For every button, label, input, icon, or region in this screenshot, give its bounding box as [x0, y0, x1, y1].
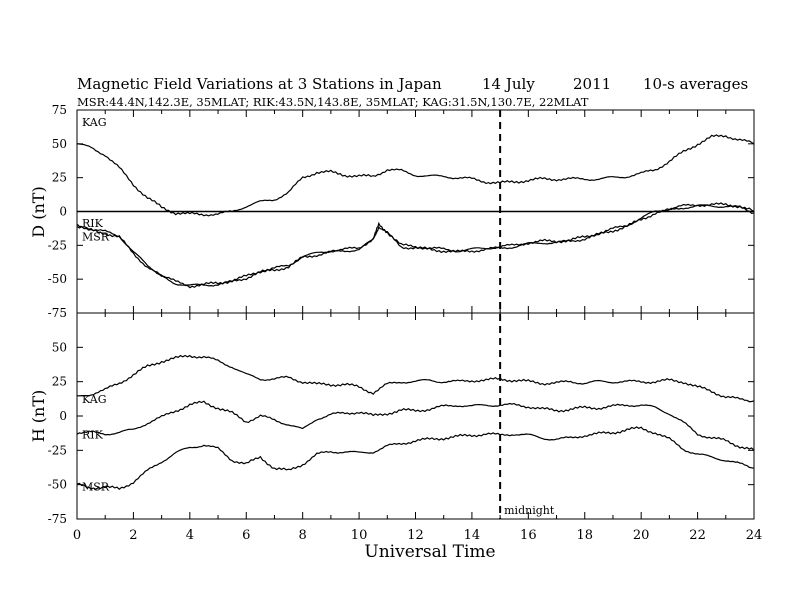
x-tick-label: 0 — [73, 528, 81, 543]
d-ytick-label: -25 — [48, 238, 67, 252]
x-axis-label: Universal Time — [364, 542, 495, 562]
x-tick-label: 10 — [351, 528, 368, 543]
x-tick-label: 4 — [186, 528, 194, 543]
x-tick-label: 6 — [242, 528, 250, 543]
d-ytick-label: -75 — [48, 306, 67, 320]
x-tick-label: 12 — [407, 528, 424, 543]
chart-date: 14 July — [482, 75, 535, 93]
stations-info: MSR:44.4N,142.3E, 35MLAT; RIK:43.5N,143.… — [77, 95, 589, 109]
chart-year: 2011 — [573, 75, 611, 93]
h-ytick-label: -75 — [48, 512, 67, 526]
h-ytick-label: -50 — [48, 478, 67, 492]
h-series-rik — [76, 400, 755, 451]
x-tick-label: 20 — [633, 528, 650, 543]
h-ytick-label: -25 — [48, 443, 67, 457]
h-ytick-label: 50 — [52, 340, 67, 354]
d-label-msr: MSR — [82, 230, 110, 243]
d-series-kag — [76, 134, 755, 217]
h-panel-frame — [76, 312, 755, 520]
x-tick-label: 14 — [464, 528, 481, 543]
h-axis-label: H (nT) — [29, 390, 48, 443]
h-ytick-label: 25 — [52, 375, 67, 389]
d-ytick-label: 50 — [52, 137, 67, 151]
x-tick-label: 24 — [746, 528, 763, 543]
x-tick-label: 2 — [129, 528, 137, 543]
h-ytick-label: 0 — [59, 409, 67, 423]
d-ytick-label: 75 — [52, 103, 67, 117]
d-series-msr — [76, 204, 755, 287]
d-ytick-label: 25 — [52, 171, 67, 185]
x-tick-label: 16 — [520, 528, 537, 543]
midnight-label: midnight — [504, 504, 555, 517]
h-label-rik: RIK — [82, 428, 104, 441]
d-ytick-label: -50 — [48, 272, 67, 286]
h-label-kag: KAG — [82, 393, 107, 406]
chart-title: Magnetic Field Variations at 3 Stations … — [77, 75, 442, 93]
d-axis-label: D (nT) — [29, 186, 48, 237]
h-series-msr — [76, 426, 755, 491]
chart-averaging: 10-s averages — [643, 75, 748, 93]
x-tick-label: 8 — [299, 528, 307, 543]
x-tick-label: 18 — [576, 528, 593, 543]
d-label-kag: KAG — [82, 116, 107, 129]
h-label-msr: MSR — [82, 481, 110, 494]
x-tick-label: 22 — [689, 528, 706, 543]
h-series-kag — [76, 354, 755, 403]
d-label-rik: RIK — [82, 217, 104, 230]
d-ytick-label: 0 — [59, 205, 67, 219]
